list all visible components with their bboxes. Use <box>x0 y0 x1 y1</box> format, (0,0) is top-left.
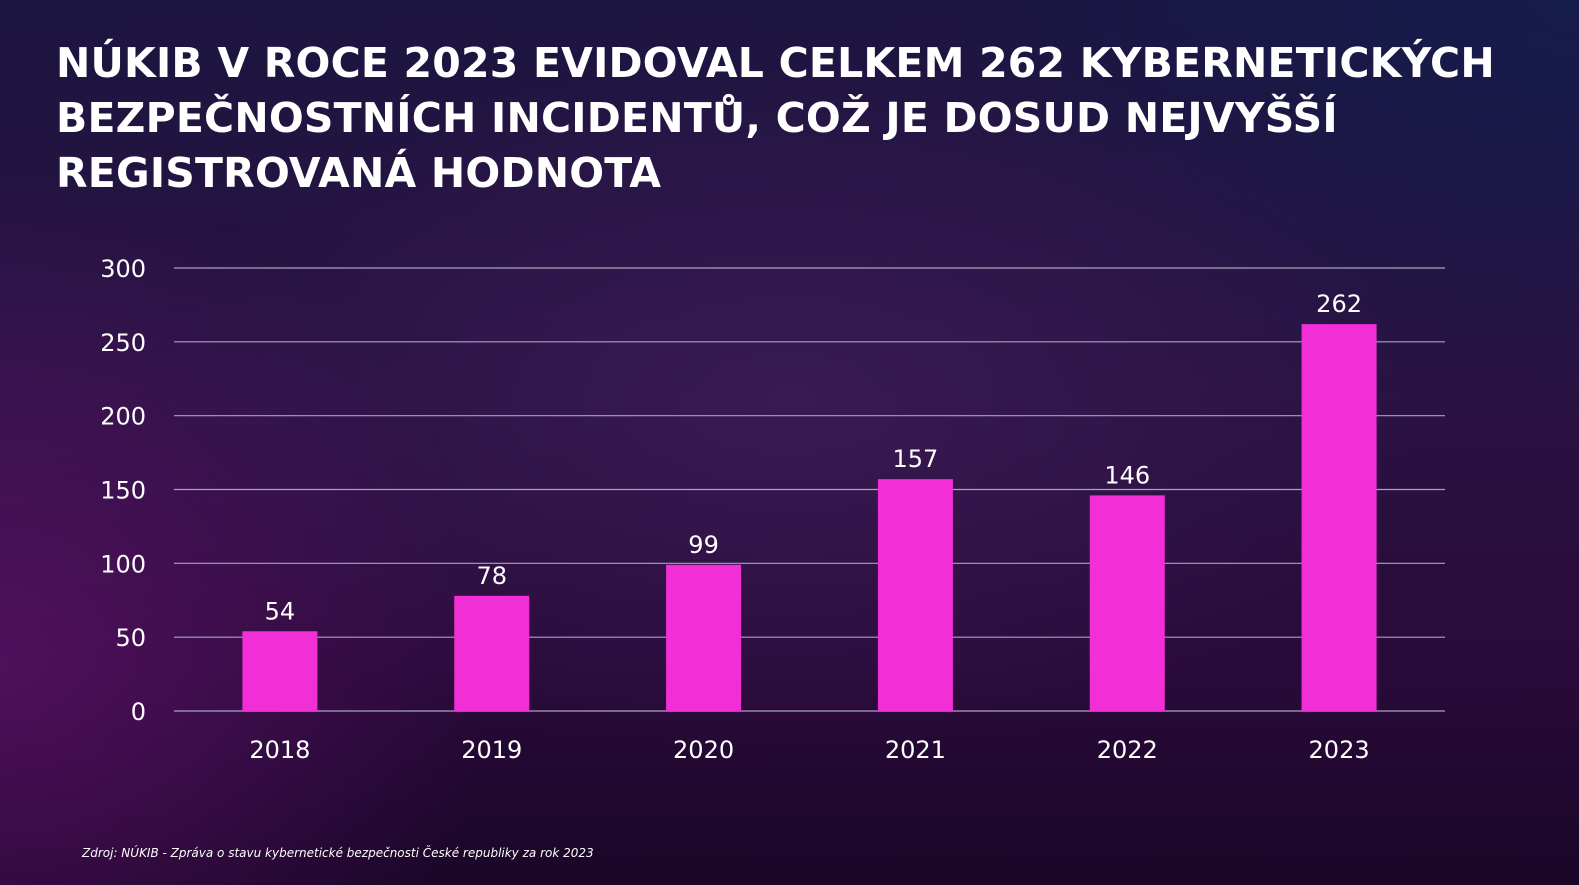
source-note: Zdroj: NÚKIB - Zpráva o stavu kybernetic… <box>82 846 594 860</box>
bar <box>1301 324 1377 711</box>
chart-bars <box>242 324 1377 711</box>
bar <box>242 631 318 711</box>
slide-title: NÚKIB V ROCE 2023 EVIDOVAL CELKEM 262 KY… <box>56 39 1495 197</box>
bar-value-label: 146 <box>1104 461 1150 489</box>
bar <box>877 479 953 711</box>
y-tick-label: 50 <box>115 624 146 652</box>
bar-value-label: 262 <box>1316 290 1362 318</box>
bar-value-label: 54 <box>265 597 296 625</box>
bar <box>666 564 742 711</box>
x-tick-label: 2020 <box>673 736 734 764</box>
x-axis-tick-labels: 2018 2019 2020 2021 2022 2023 <box>249 736 1369 764</box>
chart-gridlines <box>174 267 1445 712</box>
y-tick-label: 300 <box>100 255 146 283</box>
bar <box>1089 495 1165 711</box>
y-tick-label: 250 <box>100 329 146 357</box>
y-tick-label: 150 <box>100 477 146 505</box>
bar-value-label: 78 <box>476 562 507 590</box>
x-tick-label: 2023 <box>1309 736 1370 764</box>
y-tick-label: 0 <box>131 698 146 726</box>
bar <box>454 595 530 711</box>
x-tick-label: 2022 <box>1097 736 1158 764</box>
x-tick-label: 2021 <box>885 736 946 764</box>
bar-value-label: 157 <box>893 445 939 473</box>
x-tick-label: 2018 <box>249 736 310 764</box>
y-axis-tick-labels: 0 50 100 150 200 250 300 <box>100 255 146 726</box>
y-tick-label: 200 <box>100 403 146 431</box>
x-tick-label: 2019 <box>461 736 522 764</box>
bar-value-label: 99 <box>688 531 719 559</box>
y-tick-label: 100 <box>100 550 146 578</box>
chart-data-labels: 54 78 99 157 146 262 <box>265 290 1362 625</box>
